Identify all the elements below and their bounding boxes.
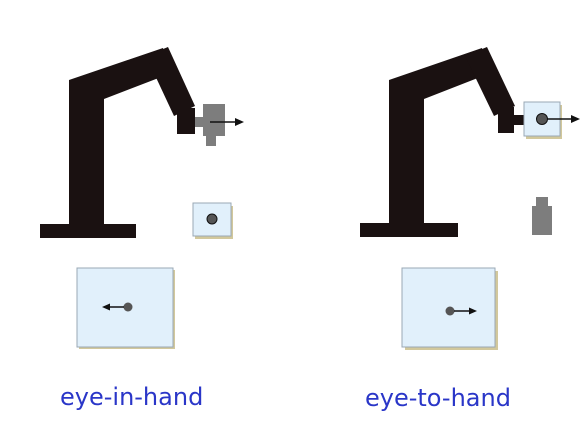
camera-icon <box>195 104 225 146</box>
robot-arm-icon <box>360 47 524 237</box>
image-plane <box>401 267 498 350</box>
eye-in-hand-caption: eye-in-hand <box>60 383 204 411</box>
eye-to-hand-caption: eye-to-hand <box>365 384 511 412</box>
eye-to-hand-panel <box>360 47 580 350</box>
target-icon <box>523 101 580 139</box>
arrow-icon <box>102 303 110 311</box>
robot-arm-icon <box>40 47 195 238</box>
arrow-icon <box>469 307 477 315</box>
arrow-icon <box>571 115 580 123</box>
image-plane <box>76 267 175 349</box>
eye-in-hand-panel <box>40 47 244 349</box>
camera-icon <box>532 197 552 235</box>
arrow-icon <box>210 118 244 126</box>
target-icon <box>192 202 233 239</box>
